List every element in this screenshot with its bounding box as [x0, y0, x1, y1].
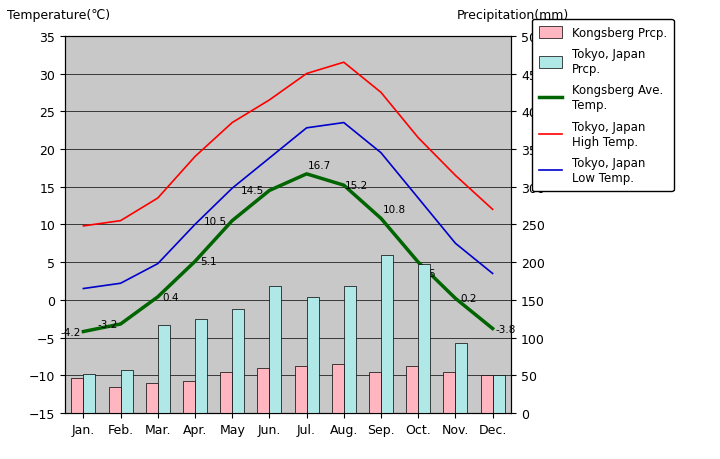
Text: -3.2: -3.2 [97, 319, 118, 329]
Bar [307, 297, 318, 413]
Text: 0.2: 0.2 [460, 294, 477, 304]
Bar [381, 255, 393, 413]
Bar [492, 375, 505, 413]
Bar [418, 264, 430, 413]
Text: 16.7: 16.7 [308, 161, 331, 170]
Text: -4.2: -4.2 [60, 327, 81, 337]
Text: 5: 5 [428, 269, 435, 279]
Text: -3.8: -3.8 [495, 324, 516, 334]
Legend: Kongsberg Prcp., Tokyo, Japan
Prcp., Kongsberg Ave.
Temp., Tokyo, Japan
High Tem: Kongsberg Prcp., Tokyo, Japan Prcp., Kon… [531, 20, 674, 191]
Bar [406, 366, 418, 413]
Text: 15.2: 15.2 [345, 181, 369, 191]
Bar [146, 383, 158, 413]
Bar [344, 286, 356, 413]
Text: 0.4: 0.4 [163, 292, 179, 302]
Bar [195, 319, 207, 413]
Bar [71, 379, 84, 413]
Text: 14.5: 14.5 [241, 186, 264, 196]
Bar [258, 368, 269, 413]
Bar [158, 325, 170, 413]
Bar [332, 364, 344, 413]
Bar [269, 286, 282, 413]
Text: Temperature(℃): Temperature(℃) [6, 9, 110, 22]
Bar [455, 343, 467, 413]
Text: Precipitation(mm): Precipitation(mm) [457, 9, 570, 22]
Bar [84, 374, 95, 413]
Bar [220, 372, 232, 413]
Bar [183, 381, 195, 413]
Bar [121, 370, 132, 413]
Bar [369, 372, 381, 413]
Text: 10.8: 10.8 [382, 205, 405, 215]
Bar [109, 387, 120, 413]
Bar [444, 372, 455, 413]
Text: 10.5: 10.5 [204, 216, 227, 226]
Bar [232, 309, 244, 413]
Bar [294, 366, 307, 413]
Bar [481, 375, 492, 413]
Text: 5.1: 5.1 [199, 257, 216, 267]
